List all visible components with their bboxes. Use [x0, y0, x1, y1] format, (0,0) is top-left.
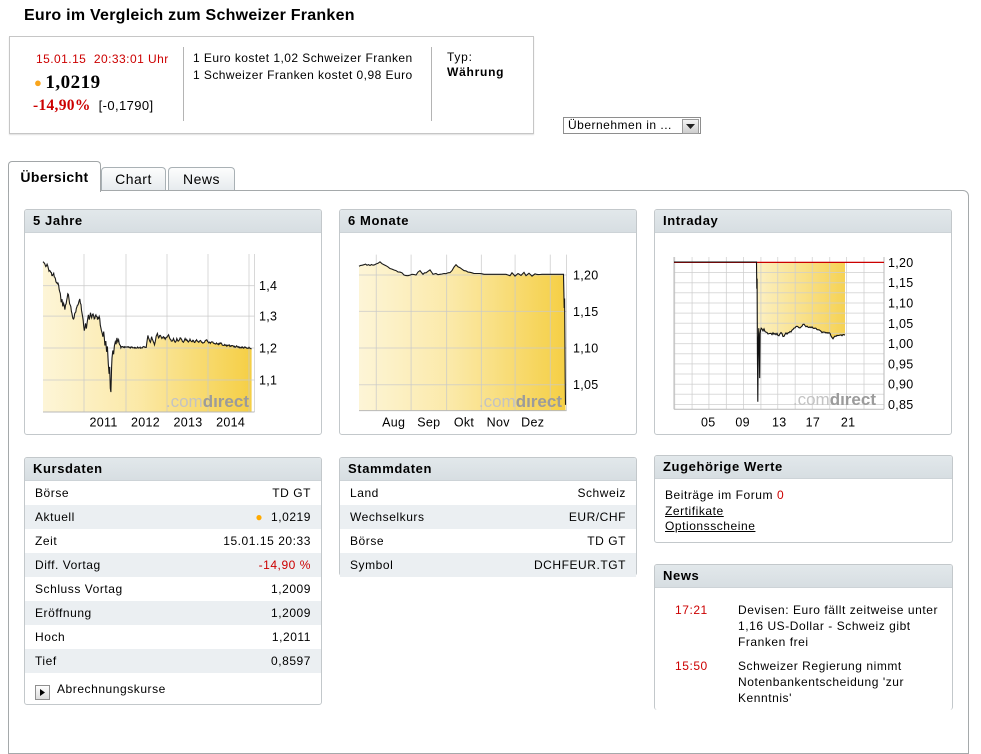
svg-text:2011: 2011 — [90, 416, 118, 430]
svg-text:1,20: 1,20 — [888, 256, 914, 270]
svg-text:2012: 2012 — [131, 416, 160, 430]
svg-text:21: 21 — [841, 416, 856, 430]
svg-text:Dez: Dez — [521, 416, 544, 430]
svg-text:Aug: Aug — [382, 416, 405, 430]
svg-text:Nov: Nov — [487, 416, 511, 430]
svg-text:1,2: 1,2 — [259, 342, 277, 356]
svg-text:13: 13 — [772, 416, 787, 430]
svg-text:17: 17 — [806, 416, 821, 430]
svg-text:2013: 2013 — [173, 416, 202, 430]
svg-text:05: 05 — [701, 416, 716, 430]
svg-text:1,00: 1,00 — [888, 337, 914, 351]
svg-text:0,85: 0,85 — [888, 398, 914, 412]
svg-text:2014: 2014 — [216, 416, 245, 430]
svg-text:0,95: 0,95 — [888, 357, 914, 371]
svg-text:1,10: 1,10 — [573, 342, 599, 356]
svg-text:Okt: Okt — [454, 416, 475, 430]
svg-text:1,20: 1,20 — [573, 269, 599, 283]
svg-text:1,1: 1,1 — [259, 374, 277, 388]
svg-text:1,3: 1,3 — [259, 310, 277, 324]
svg-text:1,15: 1,15 — [573, 305, 599, 319]
svg-text:0,90: 0,90 — [888, 378, 914, 392]
svg-text:Sep: Sep — [417, 416, 440, 430]
svg-text:.comdırect: .comdırect — [793, 390, 876, 409]
svg-text:1,05: 1,05 — [888, 317, 914, 331]
svg-text:1,4: 1,4 — [259, 279, 277, 293]
svg-text:1,15: 1,15 — [888, 276, 914, 290]
svg-text:1,05: 1,05 — [573, 378, 599, 392]
svg-text:1,10: 1,10 — [888, 297, 914, 311]
svg-text:.comdırect: .comdırect — [479, 392, 562, 411]
svg-text:.comdırect: .comdırect — [166, 392, 249, 411]
svg-text:09: 09 — [735, 416, 750, 430]
